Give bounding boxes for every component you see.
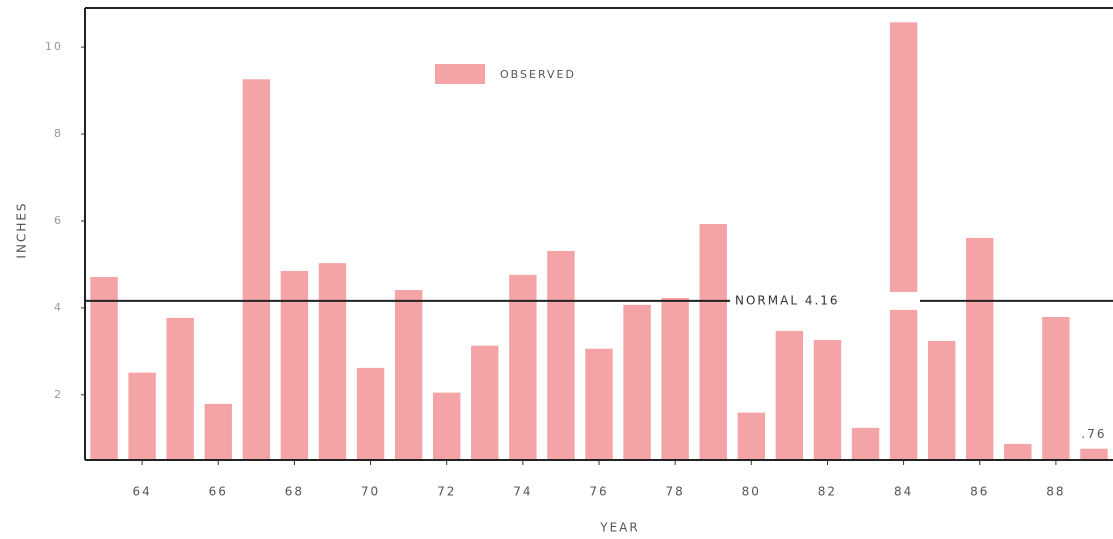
bar (394, 290, 423, 460)
x-tick-label: 64 (132, 485, 151, 499)
bar (128, 372, 156, 460)
bar (432, 392, 461, 460)
bar (166, 317, 194, 460)
bar (623, 304, 651, 460)
bar (927, 340, 956, 460)
value-label: .76 (1081, 427, 1106, 441)
bar (1004, 443, 1032, 460)
bar (204, 403, 232, 460)
bar (509, 274, 537, 460)
x-tick-label: 66 (209, 485, 228, 499)
bar (851, 427, 880, 460)
y-tick-label: 6 (54, 214, 63, 227)
bar (471, 345, 499, 460)
normal-label-bg (730, 291, 920, 310)
x-tick-label: 78 (666, 485, 685, 499)
bar (242, 79, 271, 461)
x-tick-label: 86 (970, 485, 989, 499)
bar (966, 237, 994, 460)
bar (356, 367, 385, 460)
x-tick-label: 68 (285, 485, 304, 499)
bar (90, 277, 118, 460)
y-tick-label: 10 (45, 40, 63, 53)
legend-label: OBSERVED (500, 68, 576, 81)
x-tick-label: 80 (742, 485, 761, 499)
bar (889, 22, 918, 460)
bar (813, 340, 842, 460)
x-tick-label: 74 (513, 485, 532, 499)
bar (1042, 317, 1070, 460)
bar (547, 250, 575, 460)
bar (1080, 448, 1108, 460)
bar (699, 224, 727, 460)
x-tick-label: 70 (361, 485, 380, 499)
bar (585, 348, 613, 460)
bar (737, 412, 766, 460)
bar (280, 270, 309, 460)
x-tick-label: 72 (437, 485, 456, 499)
bar (775, 330, 804, 460)
x-tick-label: 88 (1046, 485, 1065, 499)
x-axis-label: YEAR (599, 521, 639, 535)
y-axis-label: INCHES (15, 201, 29, 258)
y-tick-label: 2 (54, 388, 63, 401)
bar (661, 297, 689, 460)
y-tick-label: 8 (54, 127, 63, 140)
x-tick-label: 76 (589, 485, 608, 499)
x-tick-label: 82 (818, 485, 837, 499)
y-tick-label: 4 (54, 301, 63, 314)
x-tick-label: 84 (894, 485, 913, 499)
normal-label: NORMAL 4.16 (735, 293, 840, 307)
bar (318, 263, 347, 460)
legend-swatch (435, 64, 485, 84)
